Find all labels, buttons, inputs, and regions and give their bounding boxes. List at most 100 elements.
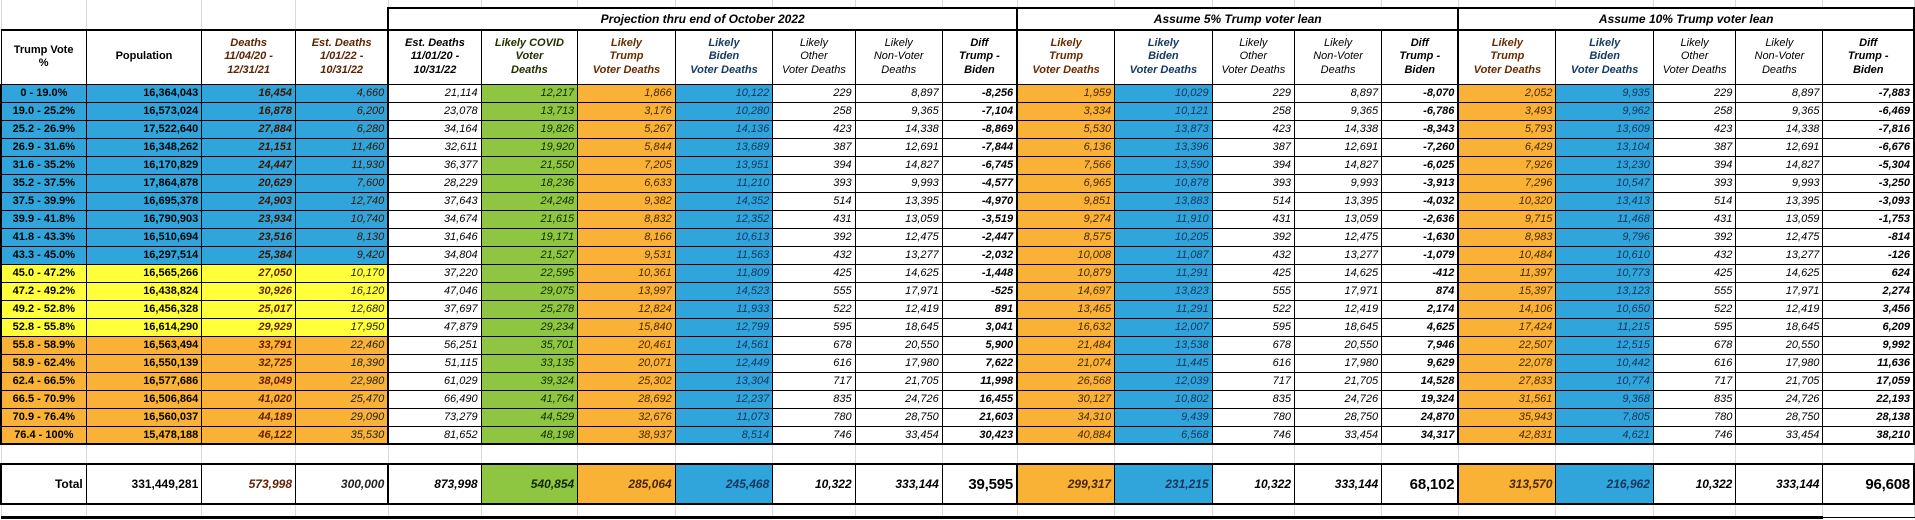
cell-population[interactable]: 17,864,878: [85, 173, 203, 193]
cell-likely-nonvoter-deaths-10pct[interactable]: 13,059: [1735, 209, 1824, 229]
cell-likely-other-voter-deaths[interactable]: 522: [772, 299, 856, 319]
cell-est-deaths-110120-103122[interactable]: 21,114: [387, 83, 482, 103]
cell-likely-other-voter-deaths-5pct[interactable]: 522: [1211, 299, 1296, 319]
cell-likely-covid-voter-deaths[interactable]: 44,529: [480, 407, 579, 427]
cell-est-deaths-110120-103122[interactable]: 32,611: [387, 137, 482, 157]
cell-likely-other-voter-deaths-5pct[interactable]: 678: [1211, 335, 1296, 355]
cell-diff-trump-biden-10pct[interactable]: -1,753: [1822, 209, 1915, 229]
cell-likely-other-voter-deaths[interactable]: 425: [772, 263, 856, 283]
cell-likely-trump-voter-deaths-5pct[interactable]: 5,530: [1016, 119, 1116, 139]
cell-likely-nonvoter-deaths-5pct[interactable]: 12,419: [1294, 299, 1383, 319]
total-likely-nonvoter-deaths[interactable]: 333,144: [854, 463, 943, 505]
cell-population[interactable]: 16,573,024: [85, 101, 203, 121]
cell-likely-biden-voter-deaths[interactable]: 11,073: [674, 407, 774, 427]
cell-est-deaths-110120-103122[interactable]: 37,220: [387, 263, 482, 283]
gridline-cell[interactable]: [1016, 503, 1116, 519]
gridline-cell[interactable]: [1381, 443, 1459, 465]
cell-likely-covid-voter-deaths[interactable]: 25,278: [480, 299, 579, 319]
cell-likely-trump-voter-deaths-5pct[interactable]: 16,632: [1016, 317, 1116, 337]
cell-diff-trump-biden-10pct[interactable]: 2,274: [1822, 281, 1915, 301]
cell-likely-covid-voter-deaths[interactable]: 48,198: [480, 425, 579, 445]
cell-likely-trump-voter-deaths[interactable]: 9,382: [577, 191, 676, 211]
cell-population[interactable]: 16,565,266: [85, 263, 203, 283]
blank-cell[interactable]: [201, 8, 296, 30]
cell-diff-trump-biden-5pct[interactable]: -7,260: [1381, 137, 1459, 157]
cell-est-deaths-10122-103122[interactable]: 11,460: [295, 137, 389, 157]
cell-likely-trump-voter-deaths-5pct[interactable]: 9,851: [1016, 191, 1116, 211]
gridline-cell[interactable]: [1822, 0, 1915, 8]
cell-likely-trump-voter-deaths[interactable]: 25,302: [577, 371, 676, 391]
cell-likely-other-voter-deaths-10pct[interactable]: 780: [1652, 407, 1737, 427]
total-likely-trump-voter-deaths-5pct[interactable]: 299,317: [1016, 463, 1116, 505]
cell-diff-trump-biden[interactable]: -4,577: [941, 173, 1018, 193]
gridline-cell[interactable]: [1294, 0, 1383, 8]
cell-likely-nonvoter-deaths[interactable]: 24,726: [854, 389, 943, 409]
cell-diff-trump-biden-5pct[interactable]: -8,343: [1381, 119, 1459, 139]
cell-likely-nonvoter-deaths-10pct[interactable]: 8,897: [1735, 83, 1824, 103]
cell-likely-trump-voter-deaths-10pct[interactable]: 2,052: [1457, 83, 1557, 103]
gridline-cell[interactable]: [1381, 503, 1459, 519]
gridline-cell[interactable]: [1114, 503, 1213, 519]
cell-diff-trump-biden[interactable]: -7,104: [941, 101, 1018, 121]
cell-diff-trump-biden-10pct[interactable]: -7,883: [1822, 83, 1915, 103]
cell-likely-nonvoter-deaths-5pct[interactable]: 12,475: [1294, 227, 1383, 247]
cell-deaths-110420-123121[interactable]: 16,454: [201, 83, 296, 103]
cell-est-deaths-10122-103122[interactable]: 7,600: [295, 173, 389, 193]
cell-diff-trump-biden-10pct[interactable]: -3,093: [1822, 191, 1915, 211]
cell-likely-other-voter-deaths-10pct[interactable]: 746: [1652, 425, 1737, 445]
cell-deaths-110420-123121[interactable]: 23,516: [201, 227, 296, 247]
cell-deaths-110420-123121[interactable]: 21,151: [201, 137, 296, 157]
gridline-cell[interactable]: [674, 443, 774, 465]
cell-likely-trump-voter-deaths-5pct[interactable]: 1,959: [1016, 83, 1116, 103]
cell-likely-trump-voter-deaths-5pct[interactable]: 30,127: [1016, 389, 1116, 409]
cell-likely-other-voter-deaths-10pct[interactable]: 514: [1652, 191, 1737, 211]
cell-likely-biden-voter-deaths-10pct[interactable]: 10,442: [1555, 353, 1654, 373]
cell-trump-vote-pct[interactable]: 39.9 - 41.8%: [0, 209, 87, 229]
cell-likely-biden-voter-deaths-5pct[interactable]: 6,568: [1114, 425, 1213, 445]
cell-likely-other-voter-deaths-10pct[interactable]: 425: [1652, 263, 1737, 283]
total-deaths-110420-123121[interactable]: 573,998: [201, 463, 296, 505]
col-header-likely-biden-voter-deaths-5pct[interactable]: Likely Biden Voter Deaths: [1114, 29, 1213, 85]
total-diff-trump-biden-5pct[interactable]: 68,102: [1381, 463, 1459, 505]
cell-likely-covid-voter-deaths[interactable]: 18,236: [480, 173, 579, 193]
cell-likely-trump-voter-deaths-5pct[interactable]: 8,575: [1016, 227, 1116, 247]
cell-likely-biden-voter-deaths[interactable]: 13,951: [674, 155, 774, 175]
cell-likely-trump-voter-deaths[interactable]: 8,832: [577, 209, 676, 229]
cell-deaths-110420-123121[interactable]: 41,020: [201, 389, 296, 409]
cell-likely-nonvoter-deaths-5pct[interactable]: 17,971: [1294, 281, 1383, 301]
cell-diff-trump-biden-10pct[interactable]: 3,456: [1822, 299, 1915, 319]
gridline-cell[interactable]: [1652, 443, 1737, 465]
cell-diff-trump-biden-5pct[interactable]: -1,079: [1381, 245, 1459, 265]
gridline-cell[interactable]: [577, 0, 676, 8]
cell-likely-nonvoter-deaths-5pct[interactable]: 13,059: [1294, 209, 1383, 229]
cell-likely-trump-voter-deaths-10pct[interactable]: 8,983: [1457, 227, 1557, 247]
cell-est-deaths-110120-103122[interactable]: 34,804: [387, 245, 482, 265]
col-header-likely-biden-voter-deaths-10pct[interactable]: Likely Biden Voter Deaths: [1555, 29, 1654, 85]
cell-trump-vote-pct[interactable]: 49.2 - 52.8%: [0, 299, 87, 319]
col-header-deaths-110420-123121[interactable]: Deaths 11/04/20 - 12/31/21: [201, 29, 296, 85]
cell-likely-biden-voter-deaths[interactable]: 11,933: [674, 299, 774, 319]
cell-likely-biden-voter-deaths[interactable]: 12,449: [674, 353, 774, 373]
cell-likely-other-voter-deaths-5pct[interactable]: 595: [1211, 317, 1296, 337]
cell-trump-vote-pct[interactable]: 66.5 - 70.9%: [0, 389, 87, 409]
cell-trump-vote-pct[interactable]: 62.4 - 66.5%: [0, 371, 87, 391]
cell-likely-covid-voter-deaths[interactable]: 13,713: [480, 101, 579, 121]
cell-est-deaths-110120-103122[interactable]: 47,046: [387, 281, 482, 301]
cell-likely-other-voter-deaths-10pct[interactable]: 431: [1652, 209, 1737, 229]
col-header-diff-trump-biden[interactable]: Diff Trump - Biden: [941, 29, 1018, 85]
col-header-likely-other-voter-deaths-10pct[interactable]: Likely Other Voter Deaths: [1652, 29, 1737, 85]
cell-likely-other-voter-deaths[interactable]: 835: [772, 389, 856, 409]
gridline-cell[interactable]: [854, 503, 943, 519]
cell-likely-trump-voter-deaths-10pct[interactable]: 3,493: [1457, 101, 1557, 121]
cell-diff-trump-biden-10pct[interactable]: -7,816: [1822, 119, 1915, 139]
cell-deaths-110420-123121[interactable]: 38,049: [201, 371, 296, 391]
cell-est-deaths-110120-103122[interactable]: 37,697: [387, 299, 482, 319]
cell-est-deaths-10122-103122[interactable]: 22,460: [295, 335, 389, 355]
gridline-cell[interactable]: [0, 443, 87, 465]
gridline-cell[interactable]: [1652, 503, 1737, 519]
cell-est-deaths-10122-103122[interactable]: 6,200: [295, 101, 389, 121]
total-likely-other-voter-deaths[interactable]: 10,322: [772, 463, 856, 505]
cell-likely-trump-voter-deaths-10pct[interactable]: 42,831: [1457, 425, 1557, 445]
cell-likely-trump-voter-deaths-5pct[interactable]: 13,465: [1016, 299, 1116, 319]
cell-trump-vote-pct[interactable]: 45.0 - 47.2%: [0, 263, 87, 283]
